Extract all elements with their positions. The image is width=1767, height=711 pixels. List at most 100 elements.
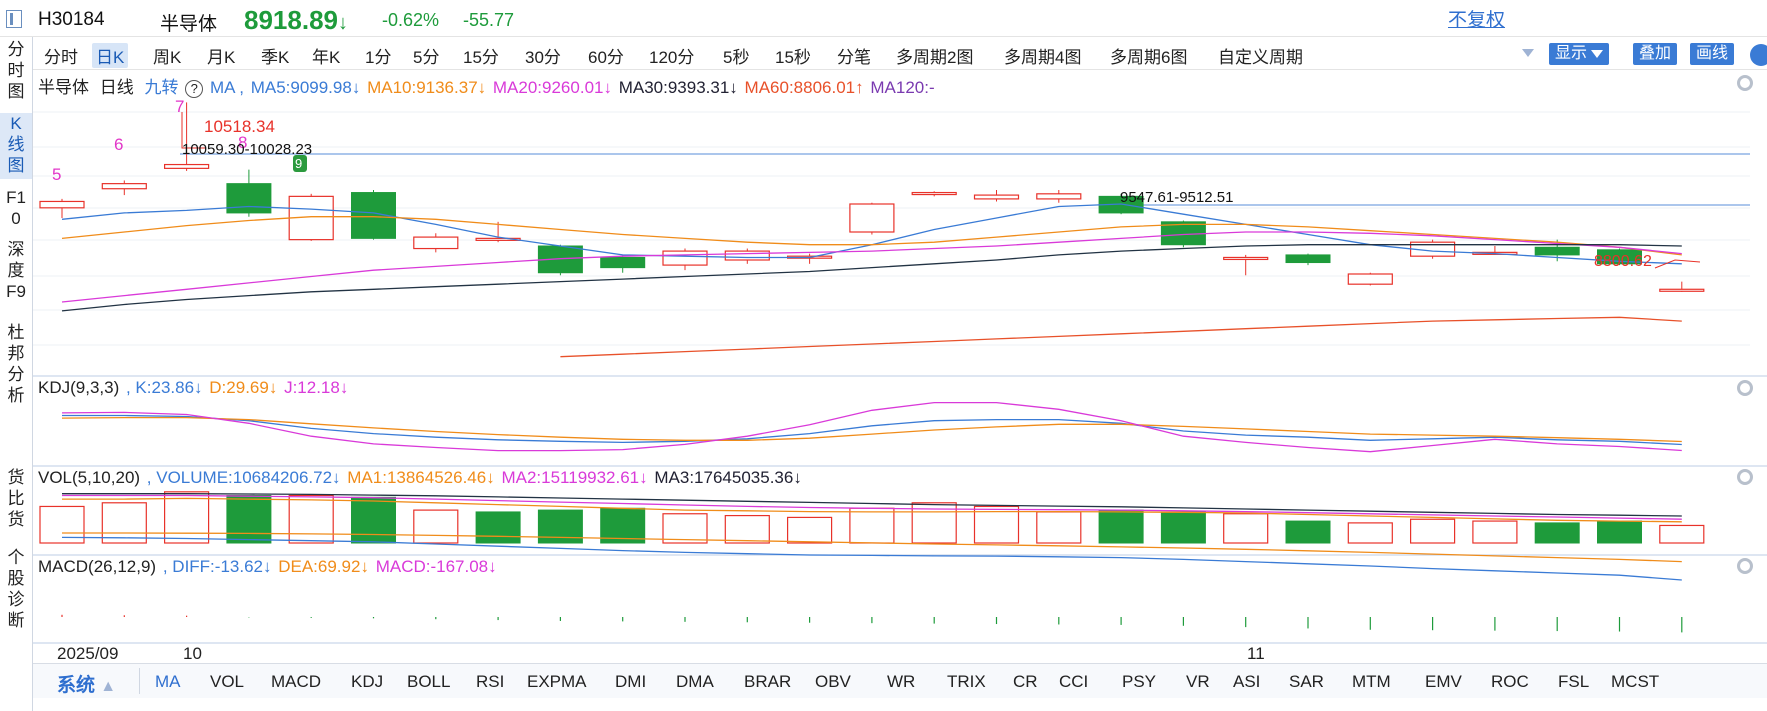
volume-bar [1409,518,1456,544]
period-tab[interactable]: 1分 [365,48,392,67]
period-tab[interactable]: 多周期6图 [1110,48,1188,67]
tab-dmi[interactable]: DMI [615,672,647,691]
tab-rsi[interactable]: RSI [476,672,505,691]
period-tab[interactable]: 120分 [649,48,695,67]
tab-vr[interactable]: VR [1186,672,1210,691]
period-tab[interactable]: 30分 [525,48,561,67]
tab-mcst[interactable]: MCST [1611,672,1660,691]
sidebar-item-label: F10 [6,188,26,228]
legend-ma10: MA10:9136.37↓ [367,78,487,97]
tab-ma[interactable]: MA [155,672,181,691]
nine-count-label: 6 [114,135,123,154]
volume-bar [1285,520,1331,544]
draw-line-button[interactable]: 画线 [1690,43,1735,65]
gear-icon[interactable] [1737,380,1753,396]
help-icon[interactable]: ? [185,80,204,98]
volume-bar [39,505,85,544]
tab-boll[interactable]: BOLL [407,672,451,691]
show-button[interactable]: 显示 [1549,43,1610,65]
tab-obv[interactable]: OBV [815,672,851,691]
candle-body [911,191,957,196]
legend-index-name: 半导体 [38,78,89,97]
tab-wr[interactable]: WR [887,672,916,691]
jiuzhuan-toggle[interactable]: 九转 [144,78,179,97]
macd-title: MACD(26,12,9) [38,557,157,576]
period-tab[interactable]: 5分 [413,48,440,67]
tab-psy[interactable]: PSY [1122,672,1157,691]
vol-legend: VOL(5,10,20) , VOLUME:10684206.72↓ MA1:1… [38,468,804,488]
refresh-icon[interactable] [1750,44,1767,66]
date-label: 10 [183,644,202,663]
tab-vol[interactable]: VOL [210,672,245,691]
overlay-button[interactable]: 叠加 [1633,43,1678,65]
change-percent: -0.62% [382,10,440,30]
candle-body [413,236,459,250]
sidebar-item-depth[interactable]: 深度F9 [0,239,32,305]
sidebar-item-label: K线图 [7,114,25,175]
tab-fsl[interactable]: FSL [1558,672,1590,691]
volume-bar [101,502,147,544]
tab-cci[interactable]: CCI [1059,672,1089,691]
sidebar-item-label: 深度F9 [6,240,26,301]
period-tab[interactable]: 日K [92,43,129,68]
period-tab[interactable]: 15秒 [775,48,811,67]
gear-icon[interactable] [1737,75,1753,91]
volume-bar [288,494,334,544]
period-tab[interactable]: 60分 [588,48,624,67]
tab-cr[interactable]: CR [1013,672,1038,691]
period-tab[interactable]: 月K [207,48,236,67]
sidebar-item-timeshare[interactable]: 分时图 [0,39,32,105]
tab-sar[interactable]: SAR [1289,672,1324,691]
tab-macd[interactable]: MACD [271,672,322,691]
tab-emv[interactable]: EMV [1425,672,1462,691]
triangle-up-icon: ▲ [100,678,117,695]
stock-code: H30184 [38,9,105,30]
candle-body [101,183,147,190]
period-tab[interactable]: 多周期2图 [896,48,974,67]
tab-dma[interactable]: DMA [676,672,714,691]
adjust-dropdown[interactable]: 不复权 [1448,10,1506,31]
sidebar-item-kline[interactable]: K线图 [0,113,32,179]
tab-asi[interactable]: ASI [1233,672,1261,691]
sidebar-item-dupont[interactable]: 杜邦分析 [0,322,32,410]
price-value: 8918.89 [244,5,338,35]
tab-roc[interactable]: ROC [1491,672,1529,691]
legend-ma30: MA30:9393.31↓ [618,78,738,97]
tab-kdj[interactable]: KDJ [351,672,384,691]
period-tab[interactable]: 5秒 [723,48,750,67]
candle-body [600,256,646,269]
gear-icon[interactable] [1737,469,1753,485]
period-tab[interactable]: 分笔 [837,48,871,67]
sidebar-item-compare[interactable]: 货比货 [0,467,32,533]
tab-trix[interactable]: TRIX [947,672,986,691]
volume-bar [1223,513,1269,544]
window-icon[interactable] [6,10,22,28]
volume-bar [351,496,396,544]
tab-expma[interactable]: EXPMA [527,672,587,691]
nine-count-badge [293,155,307,172]
period-tab[interactable]: 季K [261,48,290,67]
kdj-j: J:12.18↓ [284,378,349,397]
period-tab[interactable]: 年K [312,48,341,67]
period-tab[interactable]: 多周期4图 [1004,48,1082,67]
last-price: 8918.89↓ [244,5,348,36]
show-button-label: 显示 [1555,45,1588,62]
kdj-j-line [61,401,1682,453]
candle-body [662,250,708,266]
period-tab[interactable]: 分时 [44,48,78,67]
sidebar-item-f10[interactable]: F10 [0,187,32,231]
candle-body [164,163,210,169]
volume-bar [849,507,895,544]
tab-system[interactable]: 系统 ▲ [57,670,116,697]
period-tab[interactable]: 自定义周期 [1218,48,1303,67]
tab-mtm[interactable]: MTM [1352,672,1391,691]
vol-volume: , VOLUME:10684206.72↓ [146,468,341,487]
ma20-line [61,231,1682,303]
tab-brar[interactable]: BRAR [744,672,792,691]
sidebar-item-diagnosis[interactable]: 个股诊断 [0,547,32,635]
chevron-down-icon[interactable] [1522,49,1534,57]
period-tab[interactable]: 15分 [463,48,499,67]
gear-icon[interactable] [1737,558,1753,574]
period-tab[interactable]: 周K [153,48,182,67]
